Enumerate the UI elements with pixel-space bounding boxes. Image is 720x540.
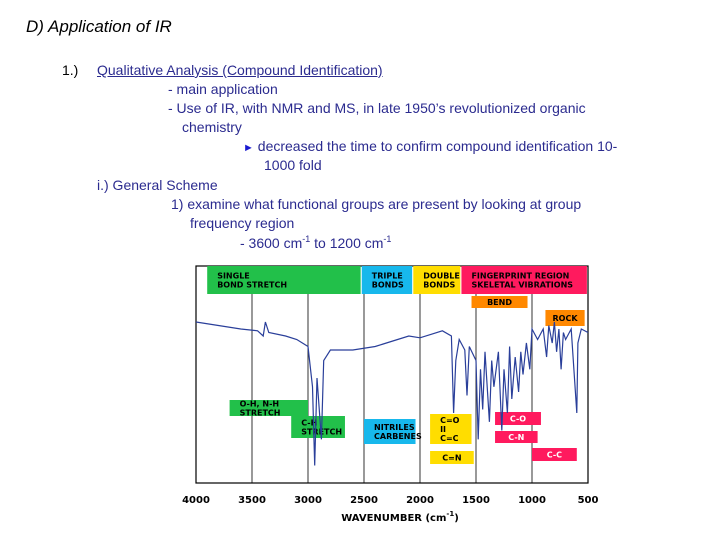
x-tick-3000: 3000 xyxy=(294,495,322,506)
co-cc-double-label-1: II xyxy=(440,425,446,434)
rock-label-0: ROCK xyxy=(553,314,579,323)
c-c-single-box xyxy=(532,448,577,461)
x-tick-1000: 1000 xyxy=(518,495,546,506)
fingerprint-region-label-1: SKELETAL VIBRATIONS xyxy=(471,281,573,290)
decreased-time-line: ► decreased the time to confirm compound… xyxy=(243,138,617,154)
range-exp-1: -1 xyxy=(302,234,311,244)
range-end: to 1200 cm xyxy=(310,235,384,251)
cn-double-label-0: C=N xyxy=(442,454,461,463)
bend-box xyxy=(471,296,528,308)
rock-box xyxy=(545,310,585,326)
x-tick-3500: 3500 xyxy=(238,495,266,506)
step-1-cont: frequency region xyxy=(190,215,295,231)
nitriles-carbenes-label-1: CARBENES xyxy=(374,432,422,441)
x-axis-label: WAVENUMBER (cm-1) xyxy=(341,510,459,524)
triple-bonds-label-1: BONDS xyxy=(372,281,404,290)
spectrum-trace xyxy=(195,321,589,466)
x-tick-2500: 2500 xyxy=(350,495,378,506)
fingerprint-region-box xyxy=(461,266,587,294)
triple-bonds-label-0: TRIPLE xyxy=(372,272,403,281)
nitriles-carbenes-label-0: NITRILES xyxy=(374,423,415,432)
c-o-single-label-0: C-O xyxy=(510,415,526,424)
cn-double-box xyxy=(430,451,474,464)
section-heading: Qualitative Analysis (Compound Identific… xyxy=(97,62,383,78)
single-bond-stretch-box xyxy=(207,266,361,294)
wavenumber-range: - 3600 cm-1 to 1200 cm-1 xyxy=(240,234,392,252)
c-n-single-label-0: C-N xyxy=(508,433,524,442)
x-tick-2000: 2000 xyxy=(406,495,434,506)
ch-stretch-box xyxy=(291,416,345,438)
x-tick-4000: 4000 xyxy=(182,495,210,506)
c-c-single-label-0: C-C xyxy=(547,451,562,460)
revolution-line: - Use of IR, with NMR and MS, in late 19… xyxy=(168,100,586,116)
general-scheme-heading: i.) General Scheme xyxy=(97,177,218,193)
x-axis-ticks: 4000 3500 3000 2500 2000 1500 1000 500 xyxy=(182,495,598,506)
oh-nh-stretch-label-1: STRETCH xyxy=(240,409,281,418)
decreased-time-text: decreased the time to confirm compound i… xyxy=(257,138,618,154)
oh-nh-stretch-label-0: O-H, N-H xyxy=(240,400,280,409)
plot-frame xyxy=(195,265,589,484)
double-bonds-label-1: BONDS xyxy=(423,281,455,290)
single-bond-stretch-label-1: BOND STRETCH xyxy=(217,281,287,290)
ch-stretch-label-0: C-H xyxy=(301,419,317,428)
range-start: - 3600 cm xyxy=(240,235,303,251)
bend-label-0: BEND xyxy=(487,298,512,307)
fingerprint-region-label-0: FINGERPRINT REGION xyxy=(471,272,569,281)
c-n-single-box xyxy=(495,431,538,443)
slide-title: D) Application of IR xyxy=(26,17,172,36)
item-number: 1.) xyxy=(62,62,79,78)
double-bonds-box xyxy=(413,266,461,294)
x-tick-500: 500 xyxy=(578,495,599,506)
range-exp-2: -1 xyxy=(383,234,392,244)
double-bonds-label-0: DOUBLE xyxy=(423,272,460,281)
decreased-time-cont: 1000 fold xyxy=(264,157,322,173)
oh-nh-stretch-box xyxy=(229,400,308,416)
revolution-line-cont: chemistry xyxy=(182,119,242,135)
chart-grid xyxy=(195,265,589,484)
triple-bonds-box xyxy=(361,266,413,294)
nitriles-carbenes-box xyxy=(364,419,416,444)
c-o-single-box xyxy=(495,412,541,425)
x-tick-1500: 1500 xyxy=(462,495,490,506)
main-application-line: - main application xyxy=(168,81,278,97)
bullet-arrow-icon: ► xyxy=(243,142,254,154)
co-cc-double-label-2: C=C xyxy=(440,434,459,443)
co-cc-double-box xyxy=(430,414,472,444)
step-1-line: 1) examine what functional groups are pr… xyxy=(171,196,582,212)
single-bond-stretch-label-0: SINGLE xyxy=(217,272,250,281)
co-cc-double-label-0: C=O xyxy=(440,416,460,425)
